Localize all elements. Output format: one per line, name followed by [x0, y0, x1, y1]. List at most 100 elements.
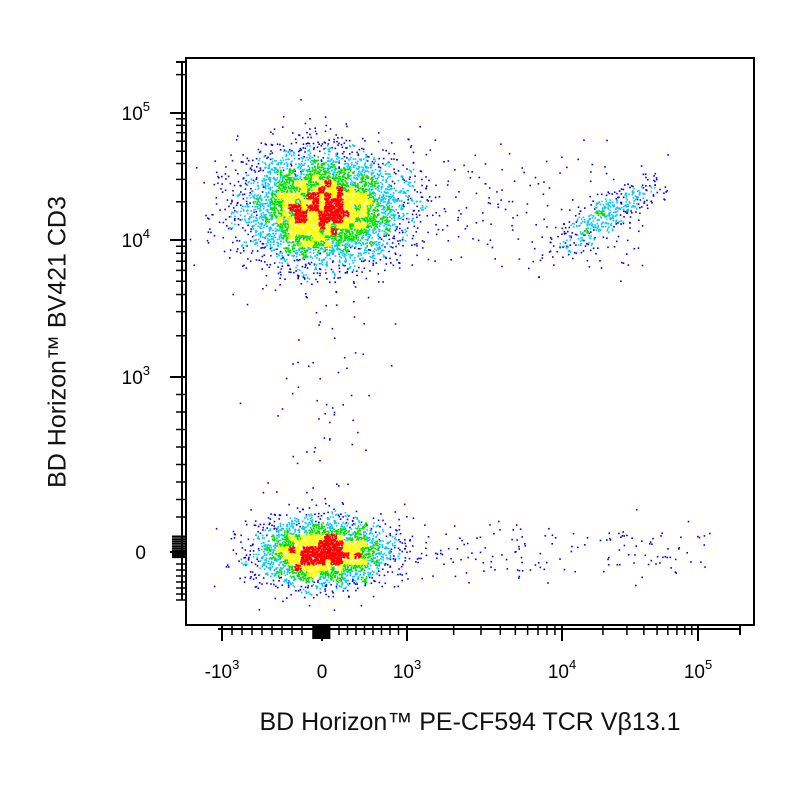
event-dot — [271, 554, 274, 557]
event-dot — [255, 157, 258, 160]
event-dot — [281, 584, 284, 586]
event-dot — [256, 230, 258, 233]
event-dot — [366, 239, 369, 242]
event-dot — [378, 190, 381, 192]
event-dot — [245, 560, 247, 563]
event-dot — [308, 577, 311, 579]
event-dot — [275, 215, 277, 218]
event-dot — [346, 525, 348, 527]
event-dot — [342, 179, 344, 181]
event-dot — [367, 549, 370, 552]
event-dot — [320, 262, 322, 265]
event-dot — [250, 221, 253, 223]
event-dot — [293, 577, 296, 579]
event-dot — [650, 190, 653, 193]
event-dot — [378, 194, 381, 197]
event-dot — [269, 567, 271, 570]
event-dot — [290, 241, 293, 244]
event-dot — [273, 545, 275, 547]
event-dot — [345, 147, 347, 149]
event-dot — [563, 223, 565, 225]
event-dot — [518, 258, 521, 260]
event-dot — [345, 162, 347, 165]
event-dot — [378, 563, 381, 566]
event-dot — [368, 572, 371, 574]
event-dot — [626, 534, 628, 537]
event-dot — [296, 241, 298, 243]
event-dot — [345, 123, 347, 125]
event-dot — [382, 540, 384, 542]
event-dot — [486, 243, 489, 246]
event-dot — [318, 418, 320, 420]
event-dot — [344, 528, 346, 531]
event-dot — [263, 568, 266, 570]
event-dot — [225, 178, 227, 180]
event-dot — [278, 183, 281, 186]
event-dot — [252, 578, 255, 581]
event-dot — [279, 558, 281, 561]
event-dot — [369, 208, 371, 210]
event-dot — [251, 165, 253, 167]
event-dot — [625, 192, 627, 194]
event-dot — [327, 511, 329, 514]
event-dot — [277, 586, 279, 589]
event-dot — [282, 231, 285, 233]
event-dot — [275, 585, 277, 588]
event-dot — [389, 555, 392, 557]
event-dot — [368, 555, 370, 558]
event-dot — [302, 238, 305, 241]
event-dot — [404, 231, 407, 234]
event-dot — [263, 537, 266, 539]
event-dot — [577, 158, 579, 161]
event-dot — [309, 263, 311, 266]
event-dot — [275, 182, 278, 185]
event-dot — [288, 580, 290, 582]
event-dot — [396, 226, 399, 228]
event-dot — [326, 264, 328, 266]
event-dot — [364, 572, 366, 575]
event-dot — [392, 558, 395, 560]
event-dot — [608, 192, 611, 195]
event-dot — [363, 537, 365, 539]
event-dot — [678, 548, 680, 550]
event-dot — [268, 235, 271, 238]
event-dot — [321, 582, 323, 585]
event-dot — [189, 238, 192, 241]
event-dot — [381, 229, 384, 232]
event-dot — [317, 241, 320, 244]
event-dot — [253, 196, 255, 198]
event-dot — [273, 177, 276, 180]
event-dot — [368, 210, 371, 213]
event-dot — [341, 169, 344, 171]
event-dot — [347, 163, 349, 165]
event-dot — [259, 205, 262, 208]
event-dot — [357, 530, 359, 533]
event-dot — [625, 205, 627, 208]
event-dot — [566, 245, 568, 248]
event-dot — [379, 259, 382, 261]
event-dot — [295, 533, 298, 536]
event-dot — [289, 174, 291, 176]
event-dot — [250, 214, 253, 217]
event-dot — [649, 541, 652, 543]
event-dot — [386, 557, 389, 560]
event-dot — [278, 575, 280, 578]
event-dot — [304, 247, 306, 249]
event-dot — [367, 571, 369, 574]
event-dot — [577, 244, 580, 246]
event-dot — [259, 567, 261, 569]
event-dot — [359, 523, 362, 526]
event-dot — [325, 177, 328, 179]
event-dot — [401, 579, 403, 582]
event-dot — [383, 230, 386, 233]
event-dot — [311, 515, 313, 517]
event-dot — [666, 556, 668, 559]
event-dot — [369, 186, 372, 188]
event-dot — [292, 522, 295, 525]
event-dot — [508, 200, 510, 203]
event-dot — [230, 228, 233, 230]
event-dot — [317, 156, 319, 158]
event-dot — [323, 437, 326, 439]
event-dot — [377, 213, 380, 215]
event-dot — [651, 202, 653, 204]
